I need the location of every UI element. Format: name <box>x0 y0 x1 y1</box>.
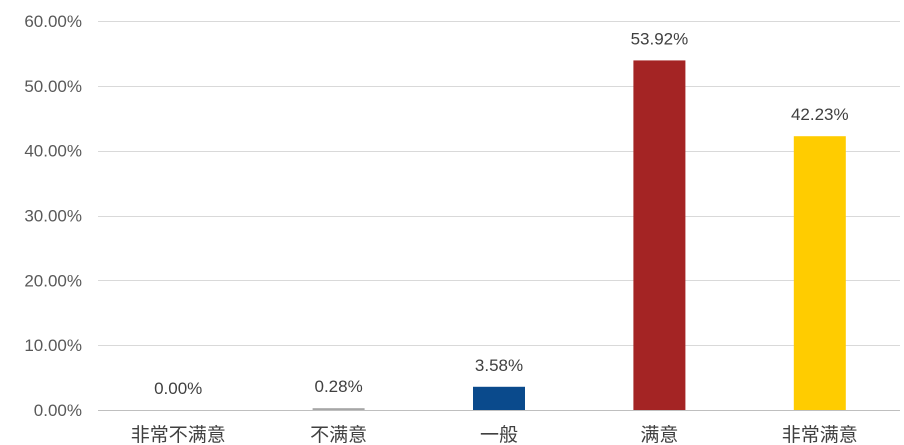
data-label: 0.28% <box>314 377 362 396</box>
x-category-label: 一般 <box>480 424 518 445</box>
bar-2 <box>473 386 525 410</box>
y-tick-label: 0.00% <box>34 401 82 420</box>
y-axis-tick-labels: 0.00% 10.00% 20.00% 30.00% 40.00% 50.00% 60.00… <box>24 12 82 420</box>
y-tick-label: 10.00% <box>24 336 82 355</box>
x-axis-category-labels: 非常不满意 不满意 一般 满意 非常满意 <box>131 424 858 445</box>
data-label: 42.23% <box>791 105 849 124</box>
y-tick-label: 60.00% <box>24 12 82 31</box>
bar-1 <box>312 408 365 410</box>
x-category-label: 满意 <box>640 424 678 445</box>
grid-layer <box>98 21 900 411</box>
bars <box>312 60 846 410</box>
data-labels: 0.00% 0.28% 3.58% 53.92% 42.23% <box>154 29 849 398</box>
x-category-label: 非常不满意 <box>131 424 226 445</box>
x-category-label: 非常满意 <box>782 424 858 445</box>
bar-3 <box>633 60 686 410</box>
y-tick-label: 50.00% <box>24 77 82 96</box>
y-tick-label: 40.00% <box>24 142 82 161</box>
data-label: 53.92% <box>631 29 689 48</box>
data-label: 3.58% <box>475 356 523 375</box>
y-tick-label: 30.00% <box>24 207 82 226</box>
x-category-label: 不满意 <box>310 424 367 445</box>
data-label: 0.00% <box>154 379 202 398</box>
y-tick-label: 20.00% <box>24 271 82 290</box>
bar-4 <box>793 136 846 410</box>
